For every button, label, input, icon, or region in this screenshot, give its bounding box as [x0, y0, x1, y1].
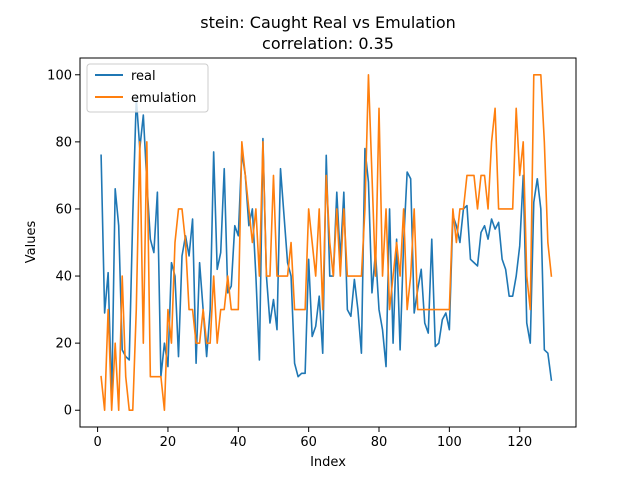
axes-frame	[79, 57, 577, 428]
y-tick-label: 40	[55, 270, 72, 285]
chart-title: stein: Caught Real vs Emulation	[200, 13, 456, 32]
legend-label-real: real	[131, 69, 156, 84]
y-tick-label: 80	[55, 135, 72, 150]
series-line-real	[100, 97, 553, 401]
x-tick-label: 100	[437, 435, 462, 450]
x-tick-label: 40	[230, 435, 247, 450]
x-tick-label: 80	[371, 435, 388, 450]
y-tick-label: 20	[55, 337, 72, 352]
x-tick-label: 120	[507, 435, 532, 450]
legend: real emulation	[86, 63, 209, 113]
x-tick-label: 20	[160, 435, 177, 450]
x-tick-label: 0	[93, 435, 101, 450]
y-tick-label: 100	[47, 68, 72, 83]
y-axis-ticks: 0 20 40 60 80 100	[47, 68, 80, 419]
y-tick-label: 0	[64, 404, 72, 419]
legend-label-emulation: emulation	[131, 91, 196, 106]
x-tick-label: 60	[300, 435, 317, 450]
plot-area: 0 20 40 60 80 100 120 0 20 40 60 80 100	[47, 57, 577, 450]
x-axis-ticks: 0 20 40 60 80 100 120	[93, 427, 532, 450]
x-axis-label: Index	[310, 455, 346, 470]
series-layer	[100, 73, 553, 412]
chart-subtitle: correlation: 0.35	[262, 34, 394, 53]
series-line-emulation	[100, 73, 553, 412]
y-axis-label: Values	[24, 221, 39, 264]
y-tick-label: 60	[55, 202, 72, 217]
